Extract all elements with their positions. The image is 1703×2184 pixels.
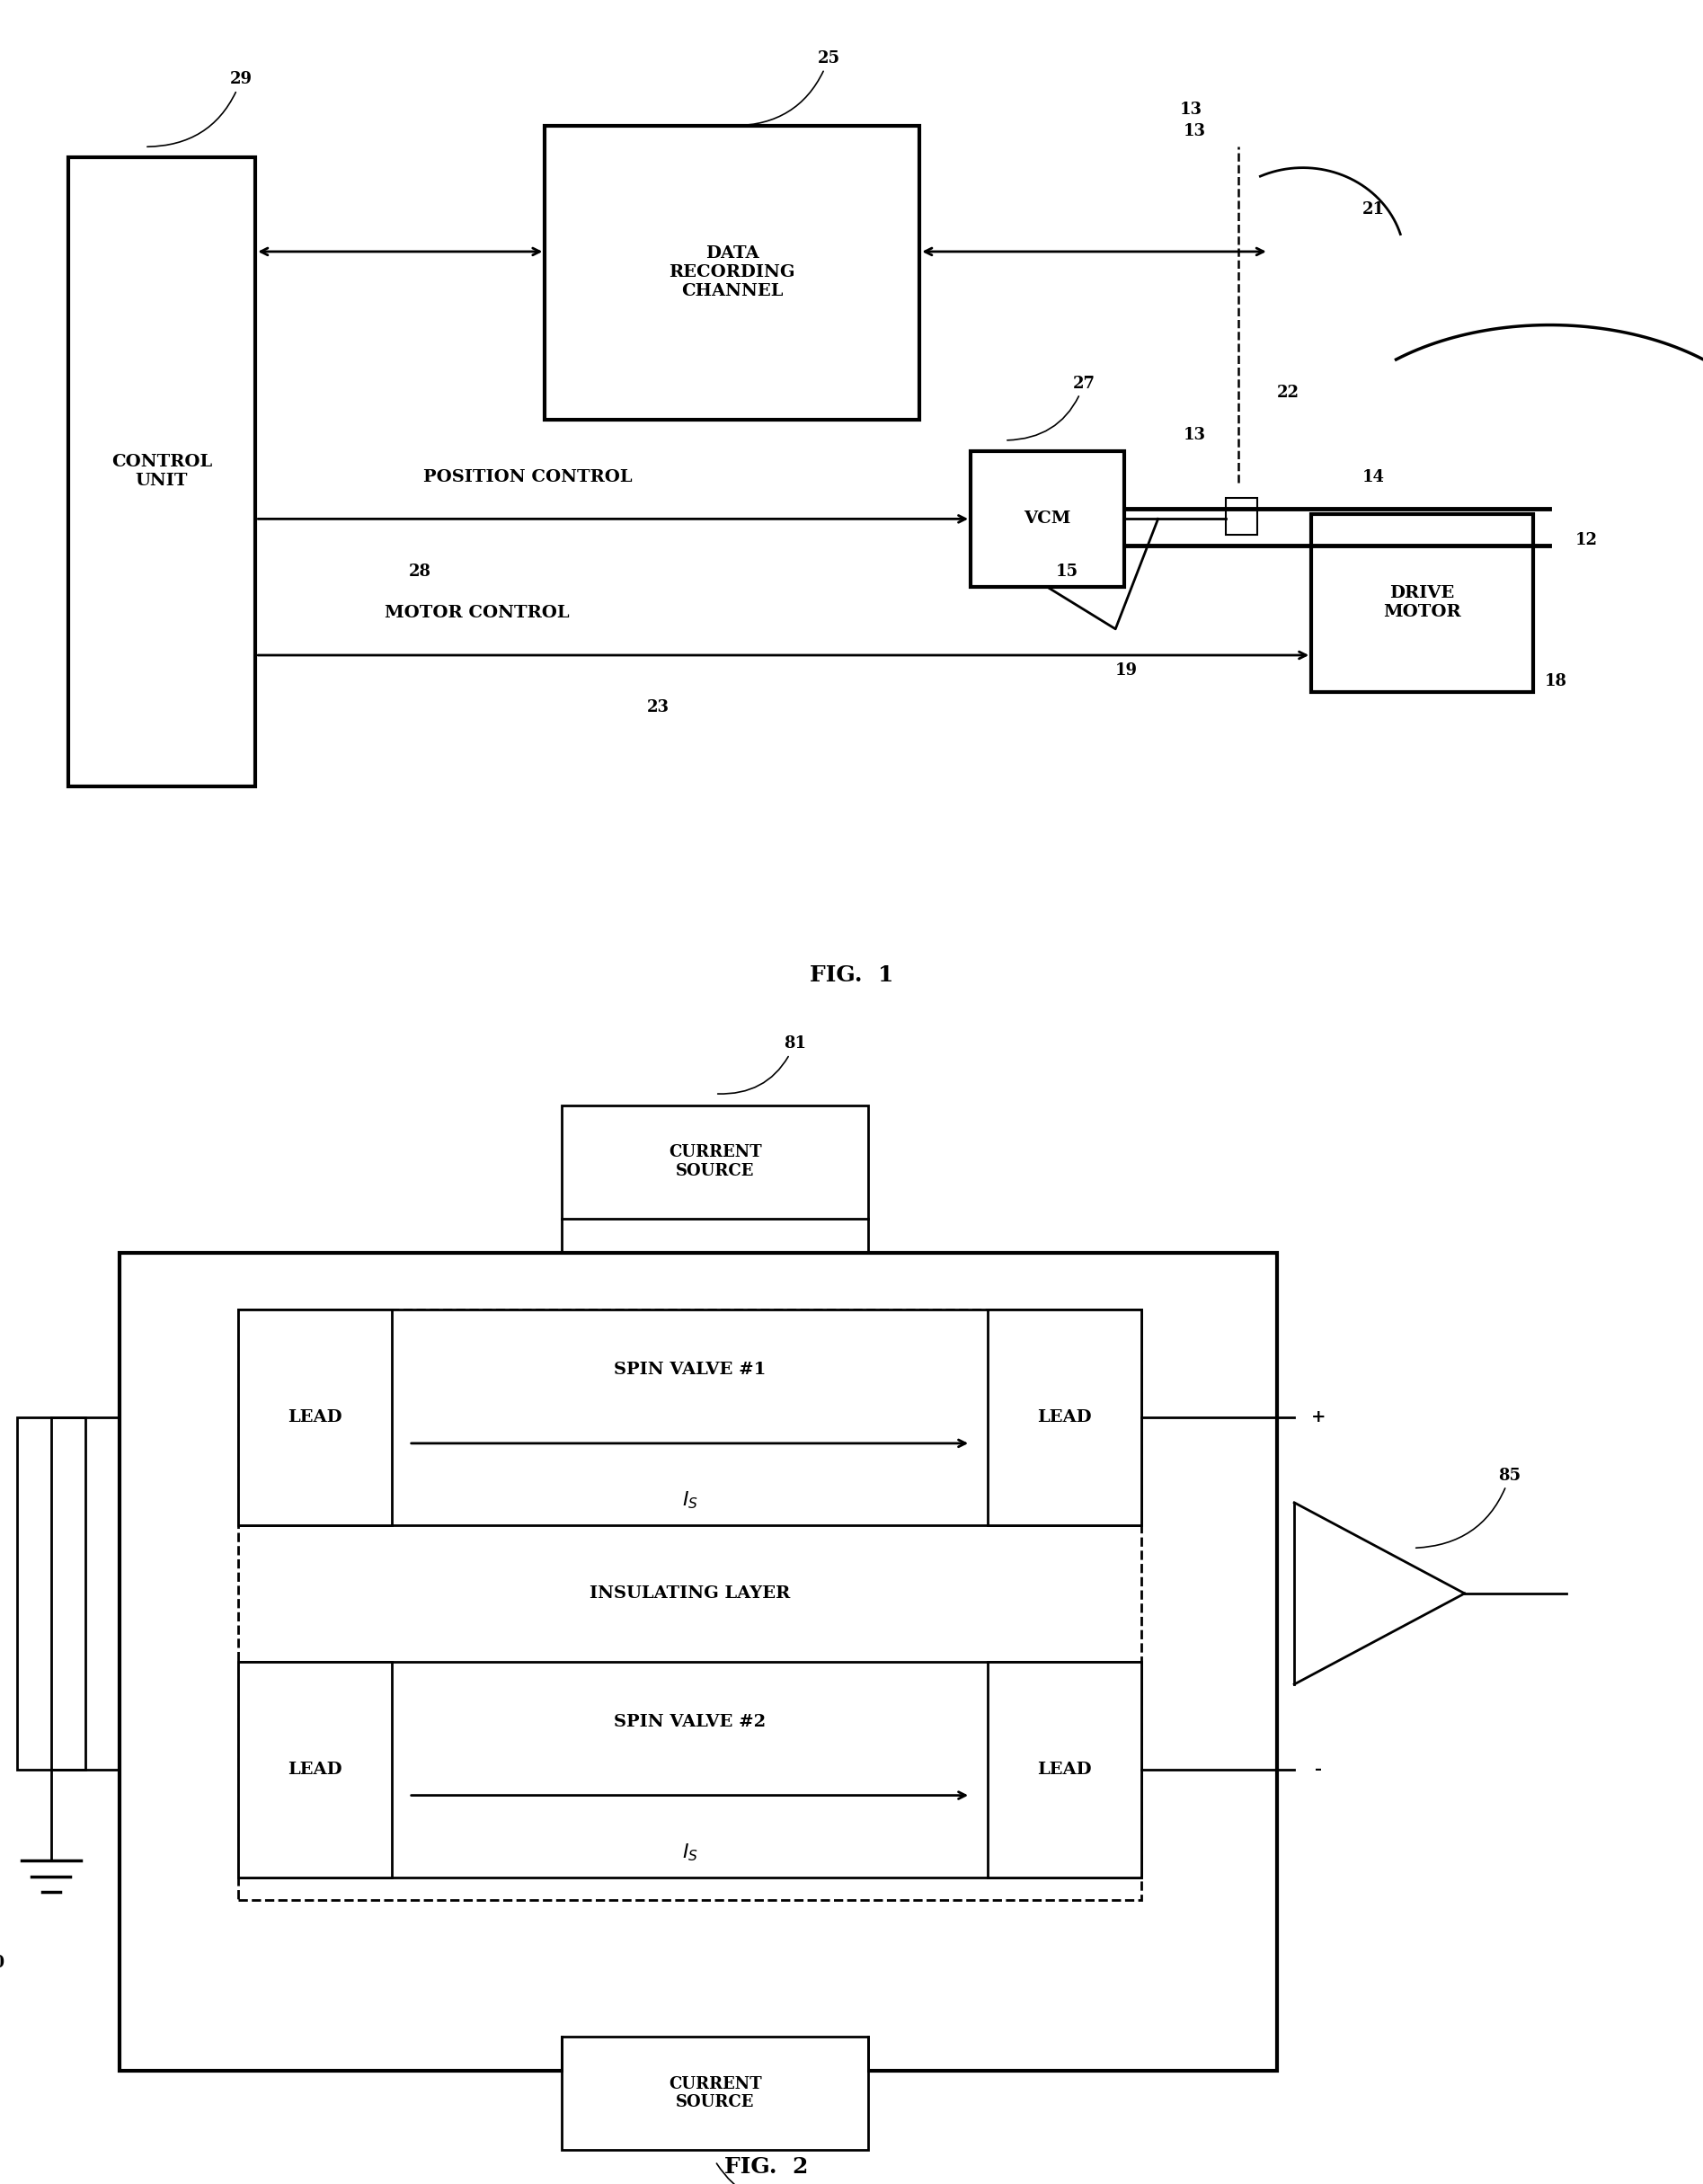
Text: 83: 83 (717, 2164, 823, 2184)
Text: 30: 30 (0, 1955, 5, 1970)
Text: FIG.  2: FIG. 2 (724, 2156, 809, 2177)
Text: SPIN VALVE #1: SPIN VALVE #1 (613, 1363, 766, 1378)
Text: 81: 81 (717, 1035, 806, 1094)
FancyBboxPatch shape (238, 1662, 1141, 1878)
Text: 23: 23 (647, 699, 669, 716)
FancyBboxPatch shape (1311, 513, 1533, 692)
Text: 13: 13 (1180, 103, 1202, 118)
FancyBboxPatch shape (971, 450, 1124, 587)
Text: LEAD: LEAD (288, 1409, 342, 1426)
Text: 29: 29 (146, 72, 252, 146)
Text: INSULATING LAYER: INSULATING LAYER (589, 1586, 790, 1601)
Text: +: + (1311, 1409, 1325, 1426)
Text: 12: 12 (1575, 531, 1597, 548)
FancyBboxPatch shape (562, 1105, 869, 1219)
Text: DRIVE
MOTOR: DRIVE MOTOR (1383, 585, 1461, 620)
Text: LEAD: LEAD (288, 1760, 342, 1778)
FancyBboxPatch shape (68, 157, 255, 786)
Text: 18: 18 (1545, 673, 1567, 690)
Text: 19: 19 (1115, 662, 1138, 679)
Text: 25: 25 (734, 50, 840, 127)
FancyBboxPatch shape (238, 1662, 392, 1878)
FancyBboxPatch shape (238, 1310, 1141, 1524)
Text: $I_S$: $I_S$ (681, 1841, 698, 1863)
Text: SPIN VALVE #2: SPIN VALVE #2 (613, 1714, 766, 1730)
Text: 15: 15 (1056, 563, 1078, 579)
FancyBboxPatch shape (17, 1417, 85, 1769)
Text: LEAD: LEAD (1037, 1409, 1092, 1426)
Text: POSITION CONTROL: POSITION CONTROL (424, 470, 632, 485)
Text: FIG.  1: FIG. 1 (809, 963, 894, 985)
Text: 85: 85 (1415, 1468, 1521, 1548)
Text: DATA
RECORDING
CHANNEL: DATA RECORDING CHANNEL (669, 247, 795, 299)
Text: CURRENT
SOURCE: CURRENT SOURCE (669, 1144, 761, 1179)
FancyBboxPatch shape (545, 127, 920, 419)
Text: MOTOR CONTROL: MOTOR CONTROL (385, 605, 569, 622)
Text: $I_S$: $I_S$ (681, 1489, 698, 1511)
Text: 28: 28 (409, 563, 431, 579)
Text: 27: 27 (1006, 376, 1095, 441)
Text: -: - (1315, 1760, 1322, 1778)
Text: 13: 13 (1184, 426, 1206, 443)
Text: LEAD: LEAD (1037, 1760, 1092, 1778)
Text: CURRENT
SOURCE: CURRENT SOURCE (669, 2075, 761, 2110)
Text: 21: 21 (1362, 201, 1385, 218)
FancyBboxPatch shape (119, 1254, 1277, 2070)
Text: CONTROL
UNIT: CONTROL UNIT (111, 454, 213, 489)
Text: 13: 13 (1184, 122, 1206, 140)
FancyBboxPatch shape (562, 2035, 869, 2149)
FancyBboxPatch shape (1226, 498, 1257, 535)
Text: 14: 14 (1362, 470, 1385, 485)
FancyBboxPatch shape (988, 1310, 1141, 1524)
FancyBboxPatch shape (988, 1662, 1141, 1878)
FancyBboxPatch shape (238, 1310, 392, 1524)
Text: 22: 22 (1277, 384, 1299, 402)
Text: VCM: VCM (1024, 511, 1071, 526)
